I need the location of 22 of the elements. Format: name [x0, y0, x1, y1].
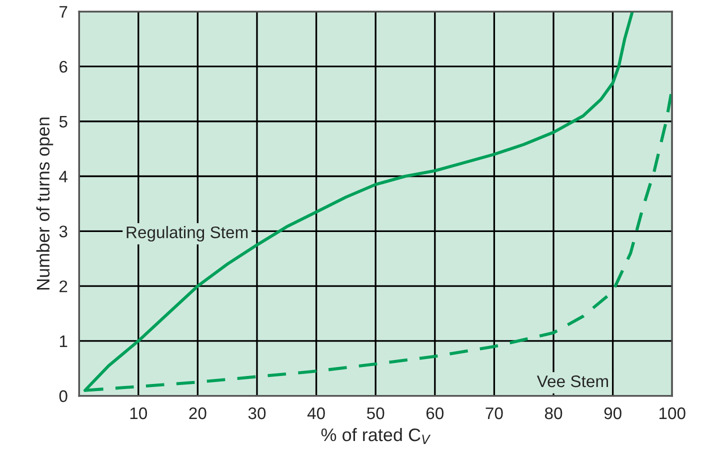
- x-tick-label: 10: [130, 407, 147, 420]
- y-tick-label: 0: [59, 390, 68, 402]
- y-tick-label: 2: [60, 280, 68, 292]
- x-tick-label: 70: [486, 407, 503, 420]
- x-tick-label: 50: [366, 407, 384, 420]
- x-tick-label: 30: [248, 407, 266, 420]
- x-tick-label: 40: [307, 407, 325, 420]
- y-tick-label: 6: [60, 60, 68, 73]
- y-tick-label: 7: [60, 6, 68, 18]
- x-tick-label: 100: [659, 407, 686, 420]
- x-tick-label: 20: [189, 407, 206, 420]
- y-tick-label: 3: [59, 226, 68, 238]
- x-tick-label: 80: [544, 407, 562, 420]
- y-tick-label: 1: [60, 336, 68, 348]
- y-axis-title: Number of turns open: [36, 118, 54, 290]
- y-tick-label: 4: [59, 170, 68, 182]
- x-tick-label: 90: [604, 407, 622, 420]
- x-tick-label: 60: [426, 407, 444, 420]
- y-tick-label: 5: [59, 116, 68, 128]
- series-label: Regulating Stem: [126, 226, 248, 242]
- text: Vee Stem: [536, 375, 608, 388]
- x-axis-title: % of rated C$_{V}$: [321, 428, 431, 444]
